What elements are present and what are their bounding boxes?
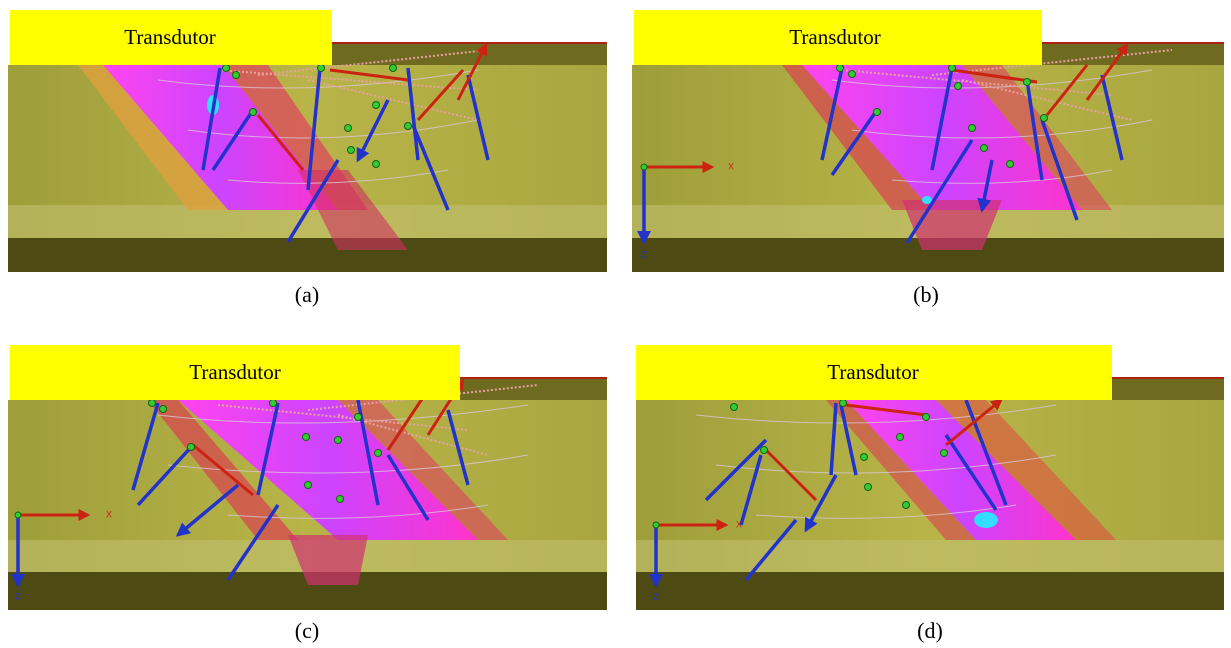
axis-x-label: X	[728, 161, 734, 171]
decor-rect	[636, 572, 1224, 610]
decor-circle	[15, 512, 21, 518]
decor-circle	[923, 414, 930, 421]
decor-rect	[8, 238, 607, 272]
caption: (d)	[917, 618, 943, 643]
decor-circle	[865, 484, 872, 491]
caption: (a)	[295, 282, 319, 307]
decor-circle	[840, 400, 847, 407]
decor-circle	[188, 444, 195, 451]
decor-circle	[355, 414, 362, 421]
panel-b: X Z Transdutor (b)	[632, 10, 1224, 307]
decor-circle	[390, 65, 397, 72]
transducer-label: Transdutor	[124, 25, 215, 49]
axis-x-label: X	[736, 519, 742, 529]
decor-circle	[955, 83, 962, 90]
panel-c: X Z Transdutor (c)	[8, 345, 607, 643]
decor-circle	[941, 450, 948, 457]
decor-circle	[149, 400, 156, 407]
decor-circle	[731, 404, 738, 411]
decor-circle	[849, 71, 856, 78]
page: {"panels": [ {"transducer": "Transdutor"…	[0, 0, 1231, 648]
decor-circle	[348, 147, 355, 154]
decor-circle	[874, 109, 881, 116]
decor-circle	[337, 496, 344, 503]
decor-circle	[861, 454, 868, 461]
decor-circle	[1024, 79, 1031, 86]
decor-circle	[250, 109, 257, 116]
decor-circle	[233, 72, 240, 79]
decor-circle	[305, 482, 312, 489]
panel-d: X Z Transdutor (d)	[636, 345, 1224, 643]
decor-circle	[270, 400, 277, 407]
decor-circle	[373, 102, 380, 109]
decor-circle	[335, 437, 342, 444]
decor-circle	[653, 522, 659, 528]
decor-rect	[456, 379, 607, 400]
transducer-label: Transdutor	[189, 360, 280, 384]
axis-z-label: Z	[15, 591, 21, 601]
decor-circle	[837, 65, 844, 72]
decor-circle	[981, 145, 988, 152]
decor-circle	[897, 434, 904, 441]
axis-x-label: X	[106, 509, 112, 519]
decor-rect	[636, 540, 1224, 572]
decor-ellipse	[974, 512, 998, 528]
decor-circle	[373, 161, 380, 168]
decor-circle	[345, 125, 352, 132]
decor-circle	[903, 502, 910, 509]
decor-circle	[375, 450, 382, 457]
caption: (c)	[295, 618, 319, 643]
axis-z-label: Z	[641, 249, 647, 259]
decor-circle	[761, 447, 768, 454]
decor-circle	[405, 123, 412, 130]
decor-circle	[1007, 161, 1014, 168]
panel-a: Transdutor (a)	[8, 10, 607, 307]
decor-rect	[1106, 379, 1224, 400]
axis-z-label: Z	[653, 591, 659, 601]
decor-circle	[223, 65, 230, 72]
decor-circle	[969, 125, 976, 132]
transducer-label: Transdutor	[827, 360, 918, 384]
decor-circle	[1041, 115, 1048, 122]
caption: (b)	[913, 282, 939, 307]
decor-circle	[641, 164, 647, 170]
figure: Transdutor (a) X Z Transdutor (b)	[0, 0, 1231, 648]
transducer-label: Transdutor	[789, 25, 880, 49]
decor-circle	[949, 65, 956, 72]
decor-circle	[318, 65, 325, 72]
decor-circle	[303, 434, 310, 441]
decor-circle	[160, 406, 167, 413]
